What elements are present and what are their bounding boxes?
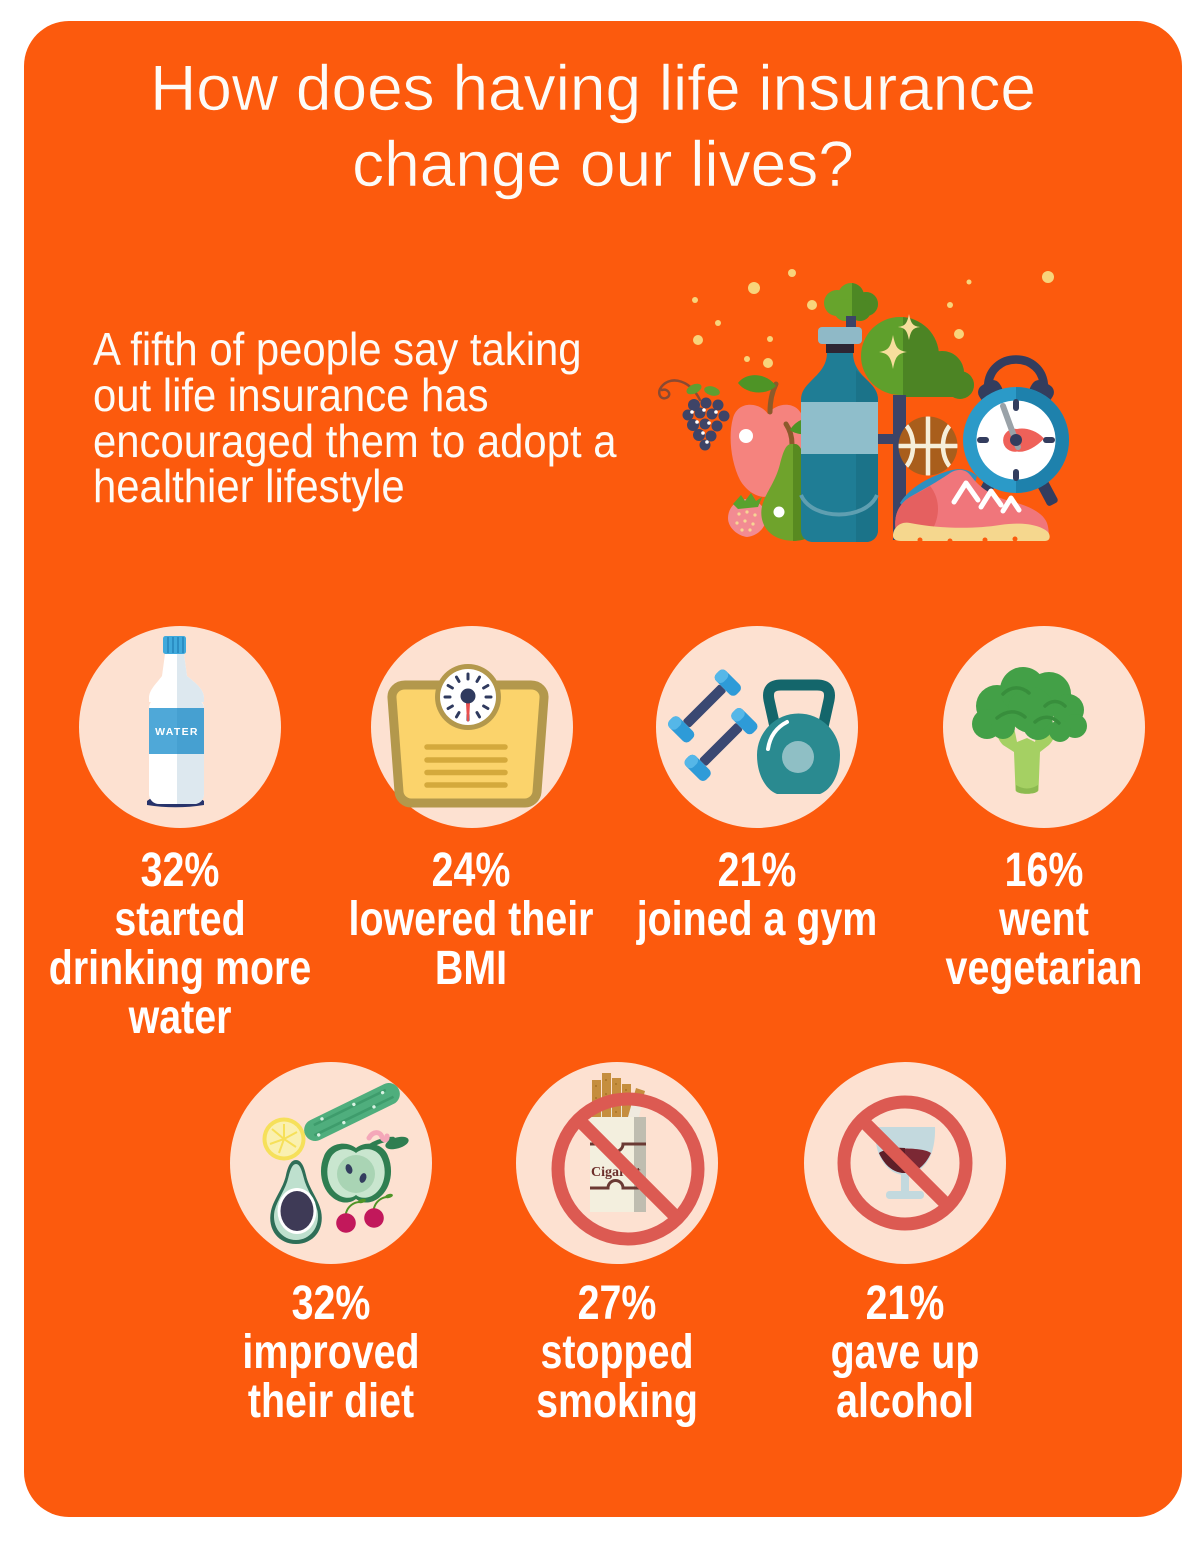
svg-text:WATER: WATER [155,726,199,738]
